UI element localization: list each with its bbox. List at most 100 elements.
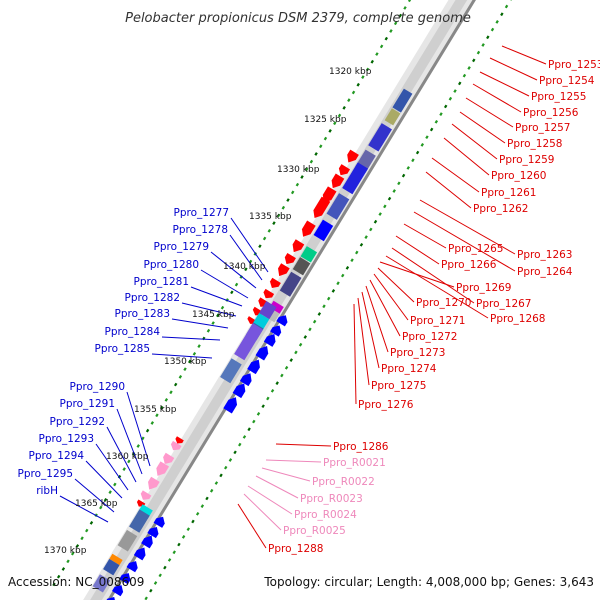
map-title: Pelobacter propionicus DSM 2379, complet… [125,11,471,26]
tick-mark [262,236,267,241]
gene-label: Ppro_1274 [381,363,437,375]
cog-block [313,219,334,242]
tick-mark [387,196,392,201]
tick-mark [52,582,56,587]
tick-mark [361,75,365,79]
tick-mark [462,73,467,78]
rna-feature [148,476,160,490]
gene-label: Ppro_1260 [491,170,546,182]
gene-label: Ppro_1264 [517,266,573,278]
forward-gene [223,397,238,414]
gene-label: Ppro_1270 [416,297,471,309]
tick-mark [127,459,131,464]
leader-line [413,211,516,272]
tick-mark [280,373,284,378]
gene-label: Ppro_1284 [105,326,161,338]
tick-mark [266,396,270,401]
tick-mark [136,444,140,448]
forward-gene [147,527,159,539]
leader-line [419,199,516,255]
leader-line [385,255,489,319]
tick-mark [211,321,215,325]
leader-line [230,217,269,273]
gene-label: Ppro_R0022 [312,476,375,488]
tick-mark [341,273,345,278]
leader-line [151,353,213,359]
tick-mark [425,135,429,140]
tick-mark [472,58,476,63]
tick-mark [158,573,162,578]
leader-line [425,171,472,209]
tick-mark [122,467,126,471]
leader-line [443,137,490,176]
scale-label: 1365 kbp [75,499,118,509]
gene-label: Ppro_R0023 [300,493,363,505]
leader-line [451,123,498,160]
leader-line [369,279,401,337]
leader-line [373,273,409,321]
leader-line [501,45,547,65]
tick-mark [393,21,398,26]
tick-mark [172,550,176,555]
tick-mark [401,173,406,178]
cog-block [259,301,277,320]
gene-label: Ppro_1273 [390,347,445,359]
feature-track [92,88,413,600]
leader-line [161,336,221,341]
cog-block [234,323,264,361]
tick-mark [178,375,183,379]
tick-mark [195,511,200,516]
tick-mark [415,150,420,155]
tick-mark [244,267,248,272]
tick-mark [458,81,462,86]
tick-mark [224,465,228,470]
leader-line [357,297,370,386]
tick-mark [155,413,159,418]
gene-label: Ppro_1293 [39,433,94,445]
tick-mark [289,358,293,362]
reverse-gene [284,252,296,265]
tick-mark [169,390,173,395]
gene-label: Ppro_1295 [18,468,73,480]
tick-mark [238,442,242,447]
tick-mark [220,305,225,310]
tick-mark [167,558,172,562]
tick-mark [163,565,167,570]
gene-label: Ppro_1278 [173,224,228,236]
cog-block [92,574,111,593]
tick-mark [383,204,387,209]
tick-mark [319,144,323,149]
tick-mark [183,367,187,372]
tick-mark [308,327,312,332]
tick-mark [80,536,84,541]
tick-mark [219,473,223,478]
tick-mark [275,381,279,386]
tick-mark [467,66,471,70]
scale-label: 1330 kbp [277,165,320,175]
gene-label: Ppro_1261 [481,187,536,199]
cog-block [300,246,318,263]
forward-gene [126,561,138,573]
gene-label: Ppro_1256 [523,107,579,119]
tick-mark [439,112,443,116]
tick-mark [200,504,205,508]
tick-mark [398,13,403,18]
forward-gene [276,315,288,327]
tick-mark [71,551,75,556]
tick-mark [294,350,298,355]
cog-block [392,88,413,113]
leader-line [116,408,143,475]
tick-mark [365,67,370,72]
gene-label: Ppro_1294 [29,450,85,462]
leader-line [229,234,263,281]
leader-line [210,251,257,289]
leader-line [403,223,447,249]
gene-label: Ppro_1258 [507,138,562,150]
tick-mark [108,490,112,495]
gene-label: Ppro_R0025 [283,525,346,537]
tick-mark [284,365,289,370]
tick-mark [75,544,80,548]
leader-line [59,495,109,523]
tick-mark [247,427,251,432]
tick-mark [188,359,192,364]
